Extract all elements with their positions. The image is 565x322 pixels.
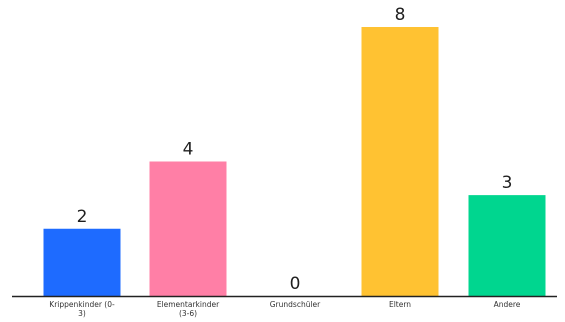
x-tick-label-line: Krippenkinder (0- bbox=[49, 300, 115, 309]
x-tick-label-line: 3) bbox=[78, 309, 86, 318]
value-label-4: 3 bbox=[502, 173, 513, 193]
x-tick-label-0: Krippenkinder (0-3) bbox=[49, 300, 115, 318]
x-tick-label-1: Elementarkinder (3-6) bbox=[157, 300, 220, 318]
x-tick-label-4: Andere bbox=[494, 300, 521, 309]
bar-4 bbox=[468, 195, 546, 296]
x-tick-label-3: Eltern bbox=[389, 300, 411, 309]
bar-0 bbox=[43, 228, 121, 296]
value-label-1: 4 bbox=[183, 140, 194, 160]
bar-3 bbox=[361, 27, 439, 296]
x-tick-label-line: Eltern bbox=[389, 300, 411, 309]
x-tick-label-line: Grundschüler bbox=[270, 300, 321, 309]
x-tick-label-2: Grundschüler bbox=[270, 300, 321, 309]
value-labels: 2 4 0 8 3 bbox=[77, 5, 513, 294]
value-label-0: 2 bbox=[77, 207, 88, 227]
x-tick-labels: Krippenkinder (0-3) Elementarkinder (3-6) G… bbox=[49, 300, 520, 318]
value-label-3: 8 bbox=[395, 5, 406, 25]
value-label-2: 0 bbox=[290, 274, 301, 294]
x-tick-label-line: Andere bbox=[494, 300, 521, 309]
x-tick-label-line: Elementarkinder bbox=[157, 300, 220, 309]
bars bbox=[43, 27, 546, 296]
x-tick-label-line: (3-6) bbox=[179, 309, 197, 318]
bar-1 bbox=[149, 161, 227, 296]
